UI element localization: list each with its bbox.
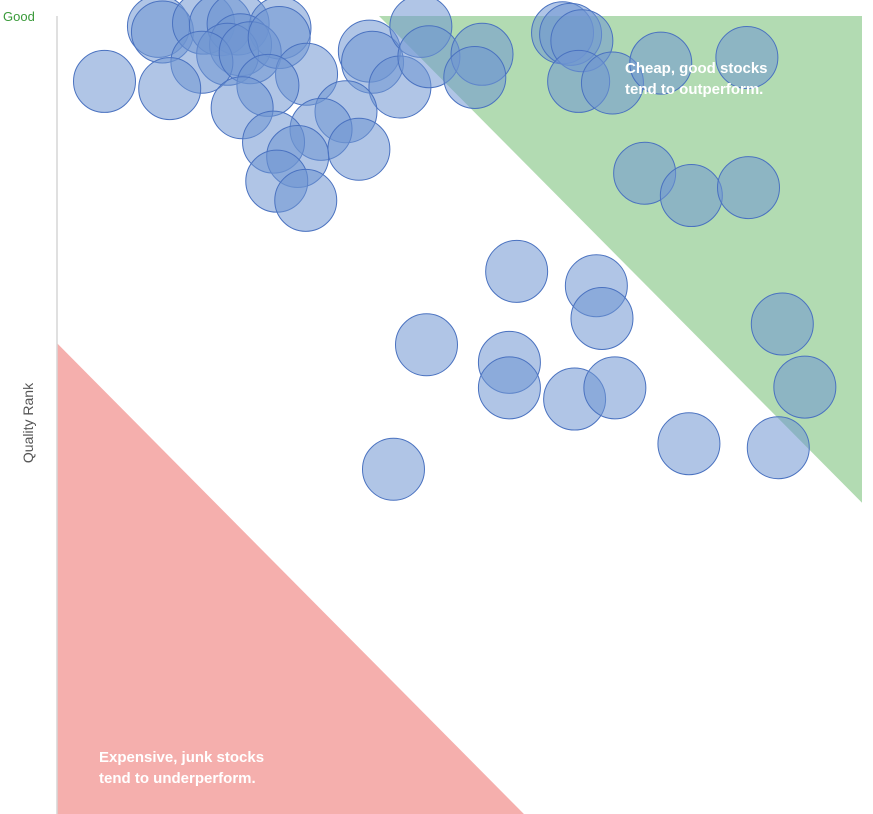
- data-point-53: [361, 437, 425, 501]
- underperform-note-line-2: tend to underperform.: [99, 770, 256, 787]
- zones-layer: [57, 16, 862, 814]
- outperform-note-line-1: Cheap, good stocks: [625, 60, 768, 77]
- data-point-15: [72, 49, 136, 113]
- data-point-23: [327, 117, 391, 181]
- underperform-note-line-1: Expensive, junk stocks: [99, 749, 265, 766]
- data-point-39: [659, 164, 723, 228]
- data-point-49: [583, 356, 647, 420]
- y-axis-label: Quality Rank: [20, 382, 36, 464]
- data-point-47: [477, 356, 541, 420]
- y-axis-top-label: Good: [3, 9, 35, 24]
- data-point-36: [629, 31, 693, 95]
- underperform-zone: [57, 343, 524, 814]
- data-point-37: [715, 25, 779, 89]
- data-point-16: [138, 57, 202, 121]
- outperform-zone-note: Cheap, good stocks tend to outperform.: [625, 58, 768, 100]
- data-point-51: [657, 412, 721, 476]
- data-point-30: [443, 45, 507, 109]
- outperform-zone: [379, 16, 862, 503]
- data-point-44: [750, 292, 814, 356]
- data-point-50: [773, 355, 837, 419]
- data-point-45: [394, 313, 458, 377]
- data-point-41: [485, 239, 549, 303]
- outperform-note-line-2: tend to outperform.: [625, 81, 764, 98]
- data-point-26: [274, 168, 338, 232]
- data-point-43: [570, 286, 634, 350]
- points-layer: [72, 0, 837, 501]
- data-point-52: [746, 416, 810, 480]
- data-point-40: [716, 156, 780, 220]
- underperform-zone-note: Expensive, junk stocks tend to underperf…: [99, 747, 264, 789]
